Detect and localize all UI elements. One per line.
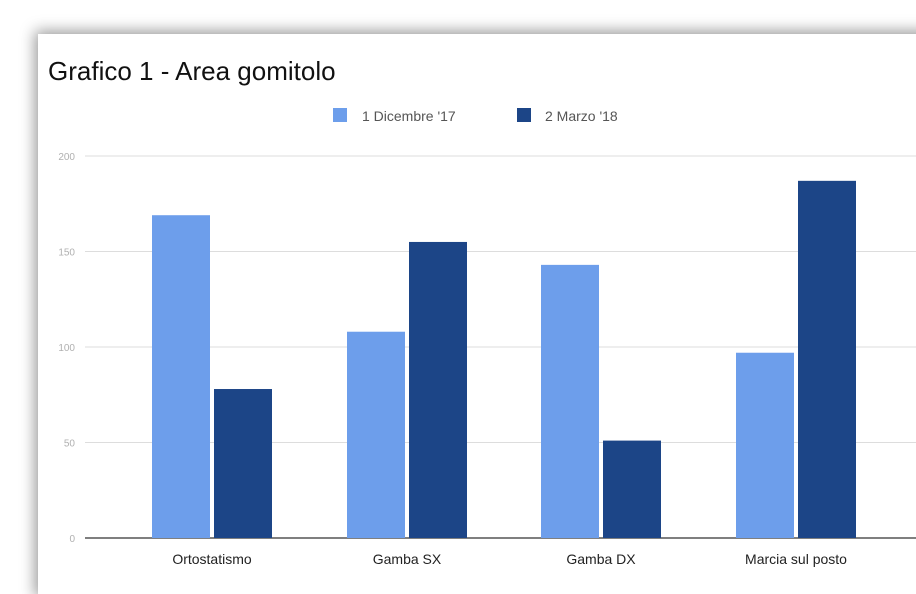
legend-swatch-series-1 [333, 108, 347, 122]
y-axis-ticks: 0 50 100 150 200 [58, 152, 75, 545]
bars [152, 180, 856, 538]
x-tick-label: Gamba SX [373, 551, 442, 567]
x-axis-ticks: Ortostatismo Gamba SX Gamba DX Marcia sul p… [172, 551, 847, 567]
bar-series-1-gamba-dx [541, 264, 599, 538]
legend-swatch-series-2 [517, 108, 531, 122]
legend: 1 Dicembre '17 2 Marzo '18 [333, 108, 618, 124]
bar-series-2-gamba-sx [409, 241, 467, 538]
chart-title: Grafico 1 - Area gomitolo [48, 56, 336, 86]
chart: Grafico 1 - Area gomitolo 1 Dicembre '17… [48, 56, 916, 567]
bar-series-2-ortostatismo [214, 389, 272, 538]
bar-series-1-marcia-sul-posto [736, 352, 794, 538]
y-tick-label: 100 [58, 343, 75, 354]
legend-label-series-2: 2 Marzo '18 [545, 108, 618, 124]
y-tick-label: 150 [58, 248, 75, 259]
y-tick-label: 0 [69, 534, 75, 545]
y-tick-label: 50 [64, 439, 76, 450]
legend-label-series-1: 1 Dicembre '17 [362, 108, 456, 124]
x-tick-label: Gamba DX [566, 551, 636, 567]
bar-series-2-marcia-sul-posto [798, 180, 856, 538]
bar-series-1-gamba-sx [347, 331, 405, 538]
bar-series-1-ortostatismo [152, 215, 210, 538]
bar-series-2-gamba-dx [603, 440, 661, 538]
y-tick-label: 200 [58, 152, 75, 163]
x-tick-label: Marcia sul posto [745, 551, 847, 567]
x-tick-label: Ortostatismo [172, 551, 252, 567]
